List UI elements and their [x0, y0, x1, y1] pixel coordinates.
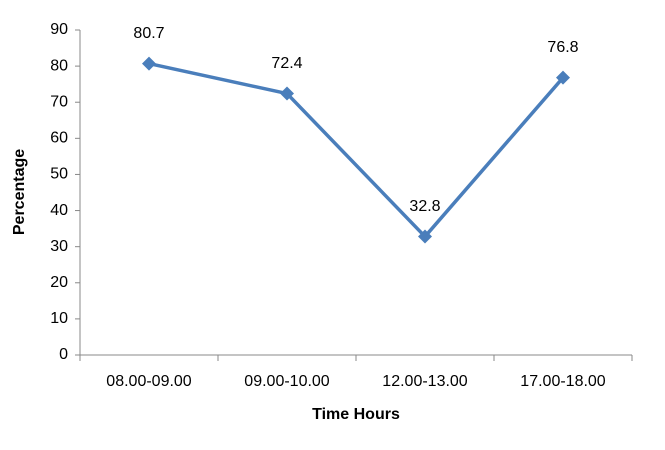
- data-label: 76.8: [547, 39, 578, 56]
- y-tick-label: 50: [50, 166, 68, 183]
- y-tick-label: 0: [59, 346, 68, 363]
- marker: [556, 70, 570, 85]
- data-label: 72.4: [271, 55, 302, 72]
- x-tick-label: 12.00-13.00: [382, 373, 468, 390]
- y-tick-label: 80: [50, 57, 68, 74]
- y-tick-label: 10: [50, 310, 68, 327]
- y-axis-title: Percentage: [11, 149, 28, 235]
- marker: [280, 86, 294, 101]
- y-tick-label: 30: [50, 238, 68, 255]
- x-tick-label: 08.00-09.00: [106, 373, 192, 390]
- y-tick-label: 70: [50, 93, 68, 110]
- marker: [142, 56, 156, 71]
- data-label: 80.7: [133, 25, 164, 42]
- x-axis-title: Time Hours: [312, 406, 400, 423]
- data-label: 32.8: [409, 198, 440, 215]
- y-tick-label: 90: [50, 21, 68, 38]
- marker: [418, 229, 432, 244]
- x-tick-label: 17.00-18.00: [520, 373, 606, 390]
- x-tick-label: 09.00-10.00: [244, 373, 330, 390]
- y-tick-label: 40: [50, 202, 68, 219]
- y-tick-label: 20: [50, 274, 68, 291]
- y-tick-label: 60: [50, 130, 68, 147]
- line: [148, 61, 565, 239]
